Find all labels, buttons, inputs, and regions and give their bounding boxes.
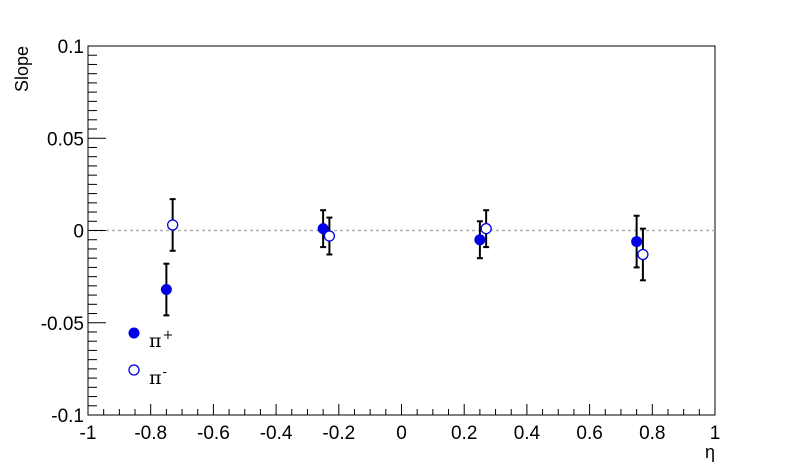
axis-ticks bbox=[87, 45, 716, 416]
y-tick-label: -0.1 bbox=[51, 406, 84, 427]
x-tick-label: 0.6 bbox=[576, 423, 602, 444]
x-tick-labels: -1 -0.8 -0.6 -0.4 -0.2 0 0.2 0.4 0.6 0.8 1 bbox=[80, 423, 721, 444]
y-tick-label: 0.1 bbox=[58, 37, 84, 58]
x-tick-label: 0.8 bbox=[639, 423, 665, 444]
x-tick-label: 0 bbox=[396, 423, 407, 444]
legend-marker bbox=[128, 327, 140, 339]
y-tick-label: 0.05 bbox=[47, 129, 84, 150]
x-tick-label: -1 bbox=[80, 423, 97, 444]
y-tick-label: 0 bbox=[73, 222, 84, 243]
pi-minus-point bbox=[323, 230, 336, 242]
pi-plus-point bbox=[474, 234, 486, 246]
legend-label: π+ bbox=[149, 328, 173, 352]
x-axis-title: η bbox=[705, 442, 715, 462]
legend-label: π- bbox=[149, 365, 167, 389]
pi-plus-point bbox=[160, 284, 172, 296]
pi-plus-point bbox=[631, 236, 643, 248]
legend-marker bbox=[128, 364, 140, 376]
x-tick-label: -0.2 bbox=[322, 423, 355, 444]
x-tick-label: 0.2 bbox=[451, 423, 477, 444]
pi-plus-point bbox=[317, 223, 329, 235]
pi-minus-point bbox=[480, 223, 492, 235]
pi-minus-point bbox=[637, 248, 649, 261]
pi-minus-point bbox=[166, 219, 179, 231]
y-axis-title: Slope bbox=[12, 46, 32, 92]
y-tick-label: -0.05 bbox=[41, 314, 84, 335]
y-tick-labels: -0.1 -0.05 0 0.05 0.1 bbox=[41, 37, 84, 427]
data-points bbox=[160, 198, 649, 317]
legend: π+ π- bbox=[128, 327, 173, 389]
x-tick-label: -0.8 bbox=[134, 423, 167, 444]
x-tick-label: 1 bbox=[710, 423, 721, 444]
x-tick-label: 0.4 bbox=[514, 423, 541, 444]
x-tick-label: -0.4 bbox=[260, 423, 293, 444]
x-tick-label: -0.6 bbox=[197, 423, 230, 444]
